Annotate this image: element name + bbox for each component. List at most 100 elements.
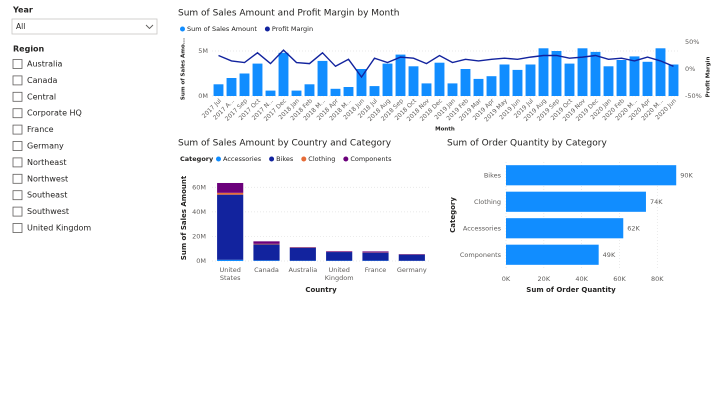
bar bbox=[369, 86, 380, 96]
x-axis-title: Month bbox=[435, 127, 455, 133]
bar-segment bbox=[217, 182, 244, 193]
slicer-option[interactable]: Northwest bbox=[27, 174, 68, 183]
checkbox[interactable] bbox=[12, 91, 23, 102]
bar-segment bbox=[253, 243, 280, 245]
data-label: 49K bbox=[603, 251, 616, 259]
slicer-option[interactable]: Southwest bbox=[27, 207, 69, 216]
bar-segment bbox=[253, 241, 280, 244]
y-tick-label: Components bbox=[460, 251, 502, 259]
bar-segment bbox=[289, 247, 316, 261]
bar-segment bbox=[398, 254, 425, 261]
bar-segment bbox=[253, 260, 280, 261]
x-axis-title: Sum of Order Quantity bbox=[526, 286, 616, 294]
bar bbox=[434, 62, 445, 96]
data-label: 90K bbox=[680, 171, 693, 179]
legend-marker bbox=[216, 156, 221, 162]
bar bbox=[655, 48, 666, 96]
slicer-option[interactable]: United Kingdom bbox=[27, 224, 91, 233]
data-label: 62K bbox=[627, 224, 640, 232]
bar bbox=[239, 73, 250, 96]
checkbox[interactable] bbox=[12, 59, 23, 69]
bar bbox=[525, 64, 536, 96]
slicer-option[interactable]: Australia bbox=[27, 60, 62, 69]
bar bbox=[506, 218, 624, 239]
checkbox[interactable] bbox=[12, 157, 23, 168]
dropdown-arrow[interactable] bbox=[145, 24, 154, 30]
bar bbox=[512, 69, 523, 96]
y-tick-label: Clothing bbox=[474, 198, 501, 206]
y-tick-label: Bikes bbox=[484, 171, 502, 179]
y-tick-label: 20M bbox=[192, 232, 206, 240]
bar bbox=[460, 69, 471, 96]
y-tick-label: Accessories bbox=[463, 224, 502, 232]
slicer-option[interactable]: Central bbox=[27, 92, 56, 101]
legend-title: Category bbox=[180, 155, 214, 163]
slicer-option[interactable]: Canada bbox=[27, 76, 58, 85]
slicer-option[interactable]: France bbox=[27, 125, 54, 134]
y-tick-label: 5M bbox=[198, 47, 208, 55]
x-tick-label: United Kingdom bbox=[325, 266, 354, 282]
x-tick-label: United States bbox=[219, 266, 241, 282]
bar bbox=[473, 78, 484, 96]
slicer-title: Region bbox=[13, 45, 45, 54]
legend-label: Profit Margin bbox=[272, 25, 313, 33]
checkbox[interactable] bbox=[12, 223, 23, 233]
bar bbox=[317, 60, 328, 96]
line bbox=[218, 49, 674, 79]
y-axis-title: Sum of Sales Amount bbox=[180, 175, 188, 260]
y-axis-title: Sum of Sales Amo... bbox=[181, 38, 187, 100]
legend-label: Components bbox=[350, 155, 392, 163]
chart-title: Sum of Sales Amount by Country and Categ… bbox=[178, 139, 392, 149]
bar bbox=[252, 63, 263, 96]
bar bbox=[421, 83, 432, 96]
bar bbox=[278, 52, 289, 96]
slicer-option[interactable]: Germany bbox=[27, 142, 64, 151]
bar-segment bbox=[217, 192, 244, 195]
bar bbox=[395, 54, 406, 96]
y-tick-label: 40M bbox=[192, 208, 206, 216]
bar bbox=[330, 88, 341, 96]
slicer-option[interactable]: Corporate HQ bbox=[27, 109, 82, 118]
x-tick-label: 20K bbox=[538, 275, 551, 283]
y2-tick-label: -50% bbox=[685, 92, 702, 100]
checkbox[interactable] bbox=[12, 108, 23, 119]
legend-label: Accessories bbox=[223, 155, 262, 163]
slicer-option[interactable]: Northeast bbox=[27, 158, 67, 167]
bar-segment bbox=[326, 251, 353, 252]
checkbox[interactable] bbox=[12, 206, 23, 217]
legend-marker bbox=[180, 26, 185, 32]
checkbox[interactable] bbox=[12, 124, 23, 135]
bar bbox=[499, 64, 510, 96]
chart-title: Sum of Order Quantity by Category bbox=[447, 139, 607, 149]
bar bbox=[616, 60, 627, 96]
bar bbox=[506, 191, 646, 212]
bar bbox=[213, 84, 224, 96]
bar bbox=[486, 76, 497, 96]
bar bbox=[577, 48, 588, 96]
bar bbox=[629, 56, 640, 96]
dropdown-value[interactable]: All bbox=[16, 22, 25, 31]
bar bbox=[668, 64, 679, 96]
y2-tick-label: 50% bbox=[685, 38, 699, 46]
bar-segment bbox=[253, 244, 280, 261]
data-label: 74K bbox=[650, 198, 663, 206]
bar bbox=[538, 48, 549, 96]
bar bbox=[226, 78, 237, 96]
y-axis-title: Category bbox=[449, 197, 457, 233]
checkbox[interactable] bbox=[12, 173, 23, 184]
slicer-option[interactable]: Southeast bbox=[27, 191, 67, 200]
x-tick-label: 0K bbox=[502, 275, 511, 283]
checkbox[interactable] bbox=[12, 190, 23, 201]
x-tick-label: France bbox=[365, 266, 387, 274]
x-tick-label: Germany bbox=[397, 266, 427, 274]
dropdown[interactable] bbox=[11, 18, 158, 35]
bar bbox=[506, 244, 599, 265]
bar bbox=[447, 83, 458, 96]
checkbox[interactable] bbox=[12, 75, 23, 86]
checkbox[interactable] bbox=[12, 141, 23, 151]
bar bbox=[408, 66, 419, 96]
legend-label: Bikes bbox=[276, 155, 294, 163]
legend-label: Sum of Sales Amount bbox=[187, 25, 257, 33]
legend-marker bbox=[301, 156, 307, 162]
